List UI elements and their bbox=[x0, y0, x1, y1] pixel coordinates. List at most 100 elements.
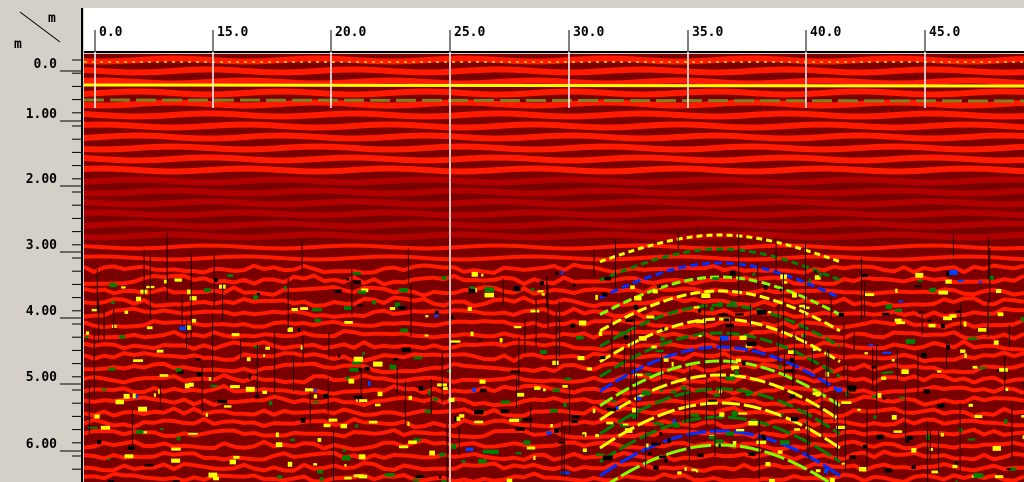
speckle bbox=[171, 447, 181, 451]
speckle bbox=[107, 458, 110, 461]
speckle bbox=[564, 377, 572, 381]
speckle bbox=[882, 312, 890, 316]
speckle bbox=[555, 271, 559, 276]
y-tick-label: 3.00 bbox=[26, 238, 57, 253]
speckle bbox=[606, 421, 614, 425]
speckle bbox=[677, 471, 682, 475]
speckle bbox=[163, 279, 168, 284]
speckle bbox=[923, 389, 930, 394]
speckle bbox=[153, 393, 156, 397]
reflection-band bbox=[84, 143, 1024, 153]
speckle bbox=[708, 399, 717, 402]
speckle bbox=[895, 288, 898, 293]
speckle bbox=[992, 446, 1001, 451]
speckle bbox=[735, 428, 745, 432]
speckle bbox=[171, 458, 181, 463]
reflection-band bbox=[84, 254, 1024, 262]
speckle bbox=[664, 458, 668, 463]
speckle bbox=[929, 447, 933, 451]
speckle bbox=[645, 372, 652, 376]
speckle bbox=[894, 308, 903, 312]
speckle bbox=[691, 468, 697, 472]
speckle bbox=[836, 387, 843, 393]
reflection-band bbox=[84, 110, 1024, 120]
speckle bbox=[254, 345, 260, 349]
speckle bbox=[389, 364, 397, 370]
speckle bbox=[401, 347, 411, 352]
speckle bbox=[915, 272, 924, 278]
speckle bbox=[500, 400, 511, 404]
speckle bbox=[945, 279, 952, 284]
speckle bbox=[100, 425, 111, 430]
reflection-band bbox=[84, 99, 1024, 109]
speckle bbox=[338, 354, 341, 358]
speckle bbox=[519, 417, 522, 421]
speckle bbox=[602, 292, 608, 297]
speckle bbox=[784, 369, 794, 373]
speckle bbox=[978, 366, 987, 370]
speckle bbox=[439, 452, 445, 457]
reflection-band bbox=[84, 121, 1024, 131]
speckle bbox=[745, 392, 752, 396]
speckle bbox=[408, 395, 413, 400]
speckle bbox=[918, 279, 923, 282]
speckle bbox=[133, 359, 143, 362]
speckle bbox=[539, 280, 544, 286]
speckle bbox=[348, 378, 355, 384]
speckle bbox=[882, 397, 886, 400]
speckle bbox=[287, 327, 293, 332]
speckle bbox=[484, 292, 495, 298]
reflection-band bbox=[84, 284, 1024, 298]
reflection-band bbox=[84, 328, 1024, 341]
speckle bbox=[173, 480, 180, 482]
speckle bbox=[377, 391, 383, 397]
radargram-image bbox=[84, 54, 1024, 482]
speckle bbox=[86, 331, 90, 335]
speckle bbox=[312, 401, 319, 404]
speckle bbox=[459, 414, 465, 418]
speckle bbox=[572, 415, 580, 419]
speckle bbox=[424, 334, 429, 337]
speckle bbox=[425, 315, 429, 318]
speckle bbox=[345, 278, 350, 281]
speckle bbox=[877, 393, 882, 398]
speckle bbox=[967, 438, 976, 441]
speckle bbox=[652, 289, 658, 294]
speckle bbox=[968, 403, 973, 407]
x-tick-label: 45.0 bbox=[929, 25, 960, 40]
speckle bbox=[911, 448, 917, 453]
speckle bbox=[653, 422, 661, 425]
speckle bbox=[937, 403, 945, 408]
speckle bbox=[1021, 415, 1024, 418]
speckle bbox=[862, 444, 868, 449]
speckle bbox=[478, 338, 482, 341]
speckle bbox=[204, 288, 211, 292]
speckle bbox=[698, 334, 702, 338]
speckle bbox=[825, 371, 830, 377]
speckle bbox=[298, 327, 301, 332]
speckle bbox=[441, 276, 447, 280]
speckle bbox=[352, 272, 361, 275]
hyperbola-band bbox=[599, 275, 841, 316]
speckle bbox=[586, 367, 592, 371]
speckle bbox=[499, 338, 503, 343]
speckle bbox=[394, 302, 401, 308]
speckle bbox=[138, 406, 148, 412]
speckle bbox=[952, 464, 958, 469]
speckle bbox=[999, 368, 1008, 372]
speckle bbox=[530, 288, 535, 291]
speckle bbox=[317, 469, 324, 474]
speckle bbox=[636, 396, 642, 401]
speckle bbox=[424, 409, 432, 413]
speckle bbox=[725, 323, 734, 328]
speckle bbox=[876, 434, 884, 440]
speckle bbox=[598, 331, 603, 337]
speckle bbox=[925, 434, 931, 438]
speckle bbox=[214, 278, 218, 282]
speckle bbox=[413, 438, 422, 442]
speckle bbox=[368, 420, 378, 424]
speckle bbox=[353, 474, 364, 478]
speckle bbox=[729, 301, 737, 304]
speckle bbox=[291, 308, 298, 312]
speckle bbox=[413, 478, 420, 482]
